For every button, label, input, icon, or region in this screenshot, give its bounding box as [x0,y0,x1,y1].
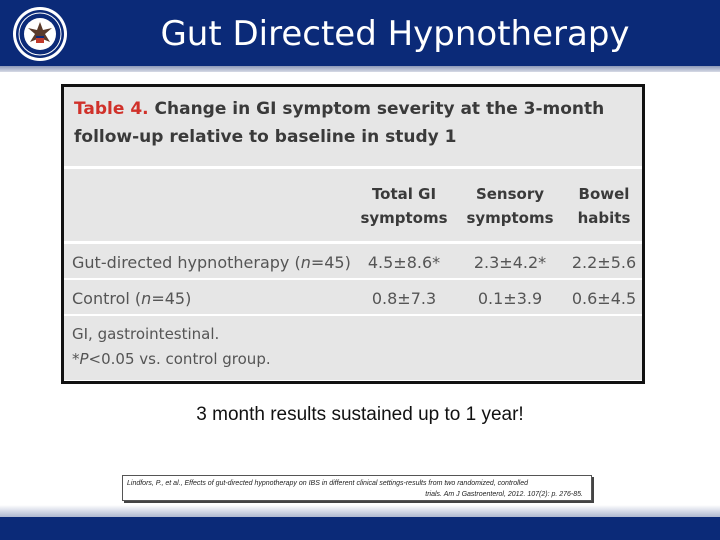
citation-line: Lindfors, P., et al., Effects of gut-dir… [127,480,529,487]
footnote-text: <0.05 vs. control group. [88,350,271,368]
row-label-text: =45) [151,289,192,308]
row-label-text: Gut-directed hypnotherapy ( [72,253,301,272]
row-label-n: n [300,253,311,272]
col-header-sensory: Sensory symptoms [460,182,560,230]
table-image: Table 4. Change in GI symptom severity a… [61,84,645,384]
col-header-bowel: Bowel habits [564,182,642,230]
footnote-text: * [72,350,80,368]
footer-gradient [0,505,720,517]
table-row-hypnotherapy: Gut-directed hypnotherapy (n=45) 4.5±8.6… [64,244,642,280]
col-header-line: symptoms [466,209,554,227]
footer-bar [0,517,720,540]
va-seal-icon [13,7,67,61]
divider [64,166,642,169]
cell-sensory: 2.3±4.2* [473,253,547,272]
col-header-line: habits [577,209,631,227]
row-label: Gut-directed hypnotherapy (n=45) [72,253,351,272]
col-header-total-gi: Total GI symptoms [354,182,454,230]
col-header-line: Total GI [371,185,437,203]
table-title: Table 4. Change in GI symptom severity a… [64,87,642,166]
row-label: Control (n=45) [72,289,191,308]
col-header-line: Bowel [578,185,630,203]
cell-bowel: 0.6±4.5 [571,289,637,308]
divider [64,241,642,244]
table-title-text: Change in GI symptom severity at the 3-m… [74,99,605,147]
cell-sensory: 0.1±3.9 [477,289,543,308]
citation-line: trials. Am J Gastroenterol, 2012. 107(2)… [425,491,583,498]
header-stripe [0,66,720,72]
results-tagline: 3 month results sustained up to 1 year! [196,404,524,425]
cell-bowel: 2.2±5.6 [571,253,637,272]
footnote-significance: *P<0.05 vs. control group. [72,347,634,372]
header-bar: Gut Directed Hypnotherapy [0,0,720,66]
cell-total-gi: 0.8±7.3 [371,289,437,308]
table-footnotes: GI, gastrointestinal. *P<0.05 vs. contro… [64,316,642,380]
footnote-p: P [79,350,89,368]
col-header-line: Sensory [475,185,545,203]
cell-total-gi: 4.5±8.6* [367,253,441,272]
table-number: Table 4. [74,99,149,119]
table-row-control: Control (n=45) 0.8±7.3 0.1±3.9 0.6±4.5 [64,280,642,316]
slide-title: Gut Directed Hypnotherapy [160,14,630,54]
col-header-line: symptoms [360,209,448,227]
table-header-row: Total GI symptoms Sensory symptoms Bowel… [64,169,642,241]
footnote-abbrev: GI, gastrointestinal. [72,325,220,343]
row-label-text: =45) [310,253,351,272]
citation-box: Lindfors, P., et al., Effects of gut-dir… [122,475,592,501]
row-label-text: Control ( [72,289,142,308]
row-label-n: n [141,289,152,308]
